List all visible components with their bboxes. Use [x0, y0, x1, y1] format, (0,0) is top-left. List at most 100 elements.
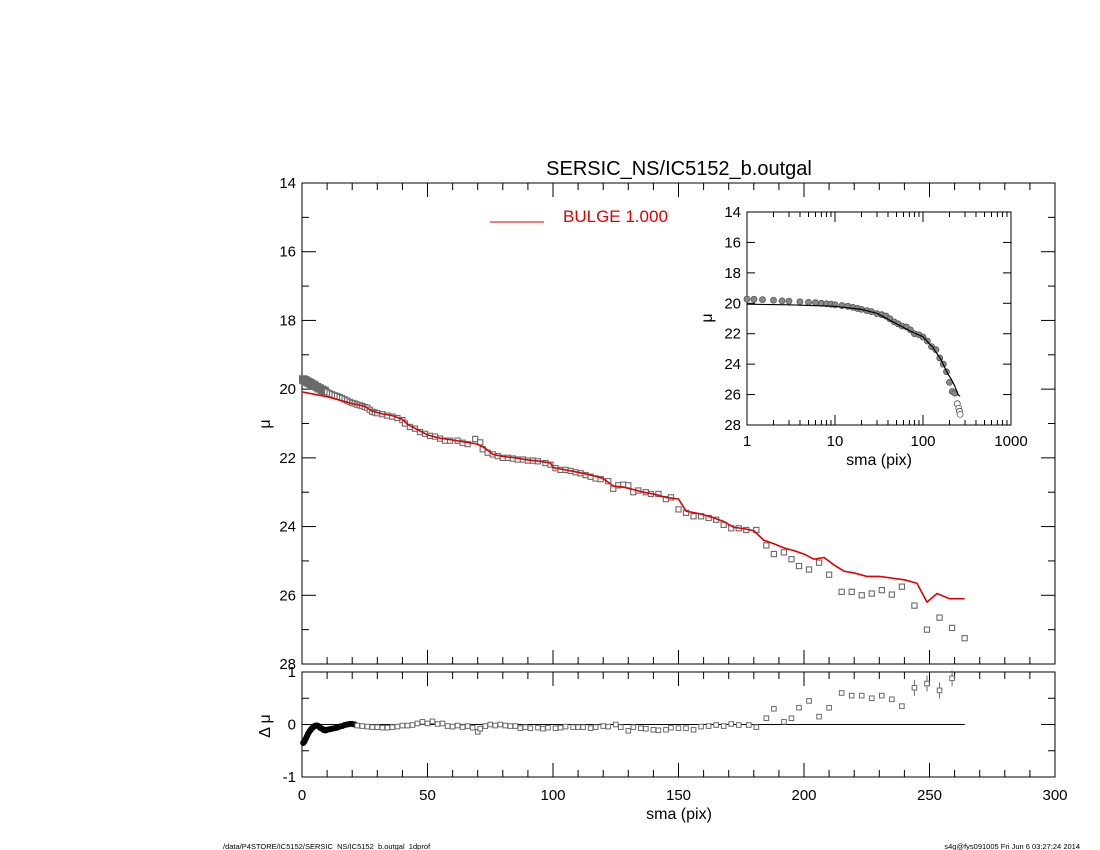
inset-y-tick-label: 16 [724, 234, 741, 251]
residual-point [690, 726, 697, 733]
residual-point [552, 725, 559, 731]
residual-point [753, 724, 760, 730]
residual-point [899, 703, 905, 709]
residual-point [655, 727, 662, 734]
inset-y-axis-label: μ [699, 313, 716, 322]
residual-point [796, 704, 802, 711]
residual-point [868, 695, 875, 702]
main-y-tick-label: 24 [279, 519, 296, 536]
residual-point [605, 723, 612, 730]
inset-x-tick-label: 100 [910, 433, 935, 450]
inset-x-axis-label: sma (pix) [846, 452, 912, 469]
residual-point [464, 723, 471, 729]
residual-point [816, 713, 822, 720]
residual-point [858, 692, 865, 699]
x-tick-label: 100 [540, 787, 565, 804]
residual-point [735, 722, 742, 728]
residual-point [826, 704, 832, 711]
residual-point [369, 724, 376, 730]
residual-point [698, 723, 704, 730]
data-point [690, 513, 697, 520]
main-y-tick-label: 26 [279, 587, 296, 604]
main-y-tick-label: 14 [279, 175, 296, 192]
data-point [780, 549, 788, 556]
main-y-tick-label: 22 [279, 450, 296, 467]
residual-data-points [300, 670, 955, 746]
residual-point [374, 724, 381, 730]
residual-point [771, 705, 777, 712]
residual-y-tick-label: 1 [288, 664, 296, 681]
residual-point [434, 721, 441, 727]
residual-point [650, 726, 657, 733]
data-point [795, 562, 803, 570]
inset-data-point [956, 410, 964, 418]
chart-title: SERSIC_NS/IC5152_b.outgal [546, 158, 812, 180]
residual-point [359, 723, 366, 729]
inset-y-tick-label: 18 [724, 265, 741, 282]
main-y-tick-label: 28 [279, 656, 296, 673]
x-tick-label: 150 [666, 787, 691, 804]
residual-y-tick-label: -1 [283, 769, 296, 786]
inset-y-tick-label: 24 [724, 356, 741, 373]
inset-data-point [743, 295, 751, 303]
residual-point [713, 722, 719, 728]
data-point [878, 586, 885, 594]
inset-data-point [750, 295, 758, 303]
residual-point [838, 690, 845, 696]
residual-point [705, 723, 712, 729]
residual-point [354, 722, 361, 729]
residual-point [592, 724, 599, 730]
data-point [888, 591, 895, 598]
x-tick-label: 300 [1042, 787, 1067, 804]
residual-point [507, 723, 514, 729]
residual-point [439, 720, 446, 727]
inset-data-point [759, 296, 766, 304]
residual-point [535, 724, 541, 731]
residual-point [414, 720, 421, 727]
data-point [815, 559, 823, 566]
residual-point [477, 725, 484, 732]
data-point [858, 592, 865, 599]
data-point [936, 614, 943, 621]
residual-point [527, 725, 534, 731]
residual-point [587, 725, 594, 731]
residual-point [600, 723, 607, 729]
residual-point [512, 723, 519, 729]
x-tick-label: 200 [791, 787, 816, 804]
residual-point [806, 698, 812, 704]
residual-point [379, 724, 386, 731]
inset-y-tick-label: 22 [724, 326, 741, 343]
inset-x-tick-label: 10 [827, 433, 844, 450]
main-model-line [301, 391, 965, 604]
data-point [825, 571, 833, 578]
data-point [763, 542, 770, 549]
residual-point [745, 722, 752, 728]
residual-point [419, 719, 426, 725]
residual-point [540, 725, 546, 732]
inset-model-curve [746, 303, 961, 397]
residual-y-axis-label: Δ μ [257, 714, 274, 737]
residual-point [848, 692, 855, 699]
residual-point [562, 723, 569, 730]
residual-point [487, 721, 494, 728]
x-tick-label: 0 [298, 787, 306, 804]
legend: BULGE 1.000 [490, 207, 668, 226]
residual-point [389, 724, 396, 730]
inset-model-line [746, 303, 961, 397]
x-tick-label: 50 [419, 787, 436, 804]
main-axis-ticks: 14 16 18 20 22 24 26 28 [279, 175, 1056, 673]
data-point [911, 602, 918, 609]
data-point [472, 435, 479, 443]
residual-point [617, 724, 624, 730]
residual-point [911, 684, 918, 691]
residual-point [570, 724, 576, 730]
residual-point [612, 721, 619, 728]
inset-data-point [805, 298, 812, 306]
data-point [705, 514, 712, 522]
inset-y-tick-label: 28 [724, 417, 741, 434]
inset-background [747, 212, 1011, 425]
inset-y-tick-label: 26 [724, 387, 741, 404]
residual-point [497, 721, 504, 728]
